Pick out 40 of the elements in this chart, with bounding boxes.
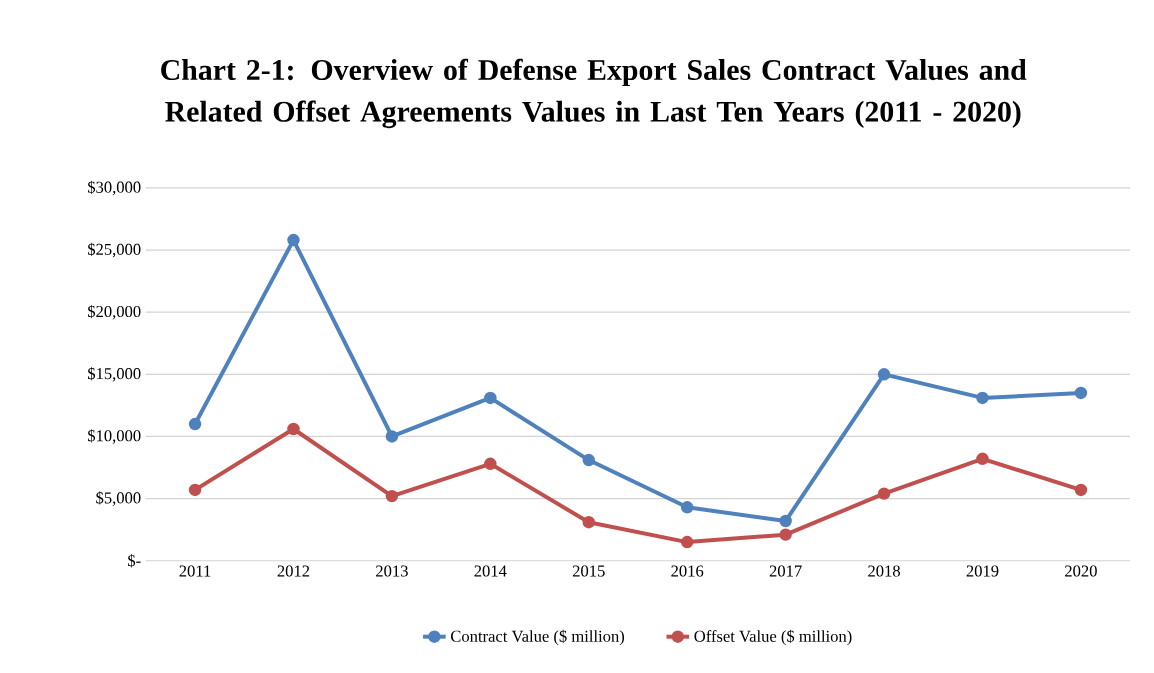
point [287, 233, 300, 247]
x-tick-label: 2015 [572, 565, 605, 577]
point [976, 452, 989, 466]
point [680, 501, 694, 514]
point [680, 535, 694, 549]
point [779, 514, 792, 528]
point [779, 528, 792, 541]
y-tick-label: $15,000 [88, 367, 141, 382]
x-tick-label: 2020 [1065, 565, 1097, 577]
x-tick-label: 2019 [966, 565, 999, 577]
x-tick-label: 2017 [769, 565, 802, 577]
y-tick-label: $- [128, 554, 141, 568]
point [582, 515, 595, 529]
point [1074, 386, 1088, 400]
x-tick-label: 2013 [376, 565, 408, 577]
legend-label: Offset Value ($ million) [694, 629, 852, 646]
point [484, 391, 497, 405]
x-tick-label: 2012 [277, 565, 310, 577]
x-tick-label: 2011 [179, 565, 211, 577]
point [385, 489, 399, 503]
point [1074, 483, 1088, 497]
x-tick-label: 2014 [474, 565, 507, 577]
y-tick-label: $30,000 [88, 180, 141, 196]
point [582, 453, 595, 467]
legend-label: Contract Value ($ million) [451, 629, 625, 646]
point [976, 391, 989, 405]
y-tick-label: $5,000 [96, 491, 141, 506]
point [287, 422, 300, 436]
point [385, 430, 399, 443]
point [877, 368, 891, 381]
point [877, 487, 891, 500]
y-tick-label: $25,000 [88, 242, 141, 258]
point [484, 457, 497, 470]
x-tick-label: 2016 [671, 565, 704, 577]
x-tick-label: 2018 [868, 565, 900, 577]
chart-title: Chart 2-1: Overview of Defense Export Sales Contract Values and Related Offset Agreements Values in Last Ten Years (2011 - 2020) [161, 58, 1027, 129]
point [188, 483, 202, 497]
y-tick-label: $20,000 [88, 304, 141, 320]
y-tick-label: $10,000 [88, 429, 141, 444]
point [188, 417, 202, 431]
